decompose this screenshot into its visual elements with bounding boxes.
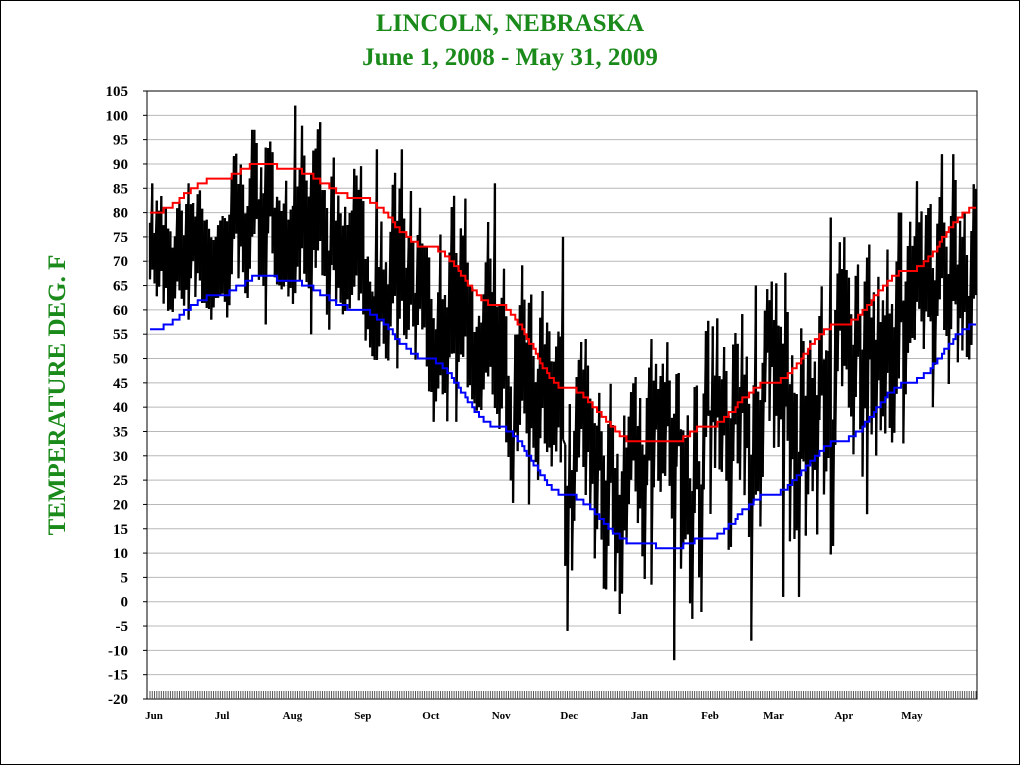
month-label: Jul <box>215 710 230 722</box>
y-tick-label: 15 <box>113 522 128 538</box>
chart-subtitle: June 1, 2008 - May 31, 2009 <box>362 44 658 71</box>
normal-high-line <box>150 163 976 443</box>
axes <box>146 90 978 700</box>
y-tick-label: -5 <box>116 619 129 635</box>
y-tick-label: 85 <box>113 181 128 197</box>
y-tick-label: 20 <box>113 497 128 513</box>
y-tick-label: 100 <box>106 108 129 124</box>
y-tick-label: -15 <box>108 668 128 684</box>
y-tick-label: 35 <box>113 424 128 440</box>
y-tick-label: 80 <box>113 206 128 222</box>
y-tick-label: 105 <box>106 84 129 100</box>
chart-title: LINCOLN, NEBRASKA <box>375 10 645 37</box>
y-tick-label: 95 <box>113 133 128 149</box>
y-tick-labels: -20 -15 -10 -5 0 5 10 15 20 25 30 35 40 45 50 55 60 65 70 7… <box>106 84 147 708</box>
y-tick-label: 30 <box>113 449 128 465</box>
observed-temperature-bars <box>148 105 978 661</box>
month-label: Jun <box>145 710 163 722</box>
plot-border <box>146 90 978 700</box>
month-label: Apr <box>834 710 853 722</box>
y-tick-label: 50 <box>113 352 128 368</box>
month-label: May <box>901 710 923 722</box>
x-tick-marks <box>149 691 977 699</box>
month-label: Mar <box>763 710 784 722</box>
y-tick-label: 75 <box>113 230 128 246</box>
y-tick-label: -20 <box>108 692 128 708</box>
month-label: Feb <box>701 710 719 722</box>
y-tick-label: 25 <box>113 473 128 489</box>
y-tick-label: 60 <box>113 303 128 319</box>
month-label: Sep <box>354 710 371 722</box>
y-tick-label: 55 <box>113 327 128 343</box>
month-label: Aug <box>283 710 303 722</box>
month-label: Dec <box>560 710 578 722</box>
month-label: Jan <box>631 710 648 722</box>
y-tick-label: 0 <box>121 595 129 611</box>
y-tick-label: 40 <box>113 400 128 416</box>
daily-connector <box>562 438 567 446</box>
y-tick-label: 70 <box>113 254 128 270</box>
y-tick-label: 65 <box>113 279 128 295</box>
y-tick-label: 45 <box>113 376 128 392</box>
x-month-labels: Jun Jul Aug Sep Oct Nov Dec Jan Feb Mar Apr May <box>145 710 923 722</box>
month-label: Nov <box>492 710 511 722</box>
normal-low-line <box>150 274 976 550</box>
month-label: Oct <box>422 710 439 722</box>
y-tick-label: 10 <box>113 546 128 562</box>
y-tick-label: -10 <box>108 643 128 659</box>
y-tick-label: 90 <box>113 157 128 173</box>
y-tick-label: 5 <box>121 570 129 586</box>
